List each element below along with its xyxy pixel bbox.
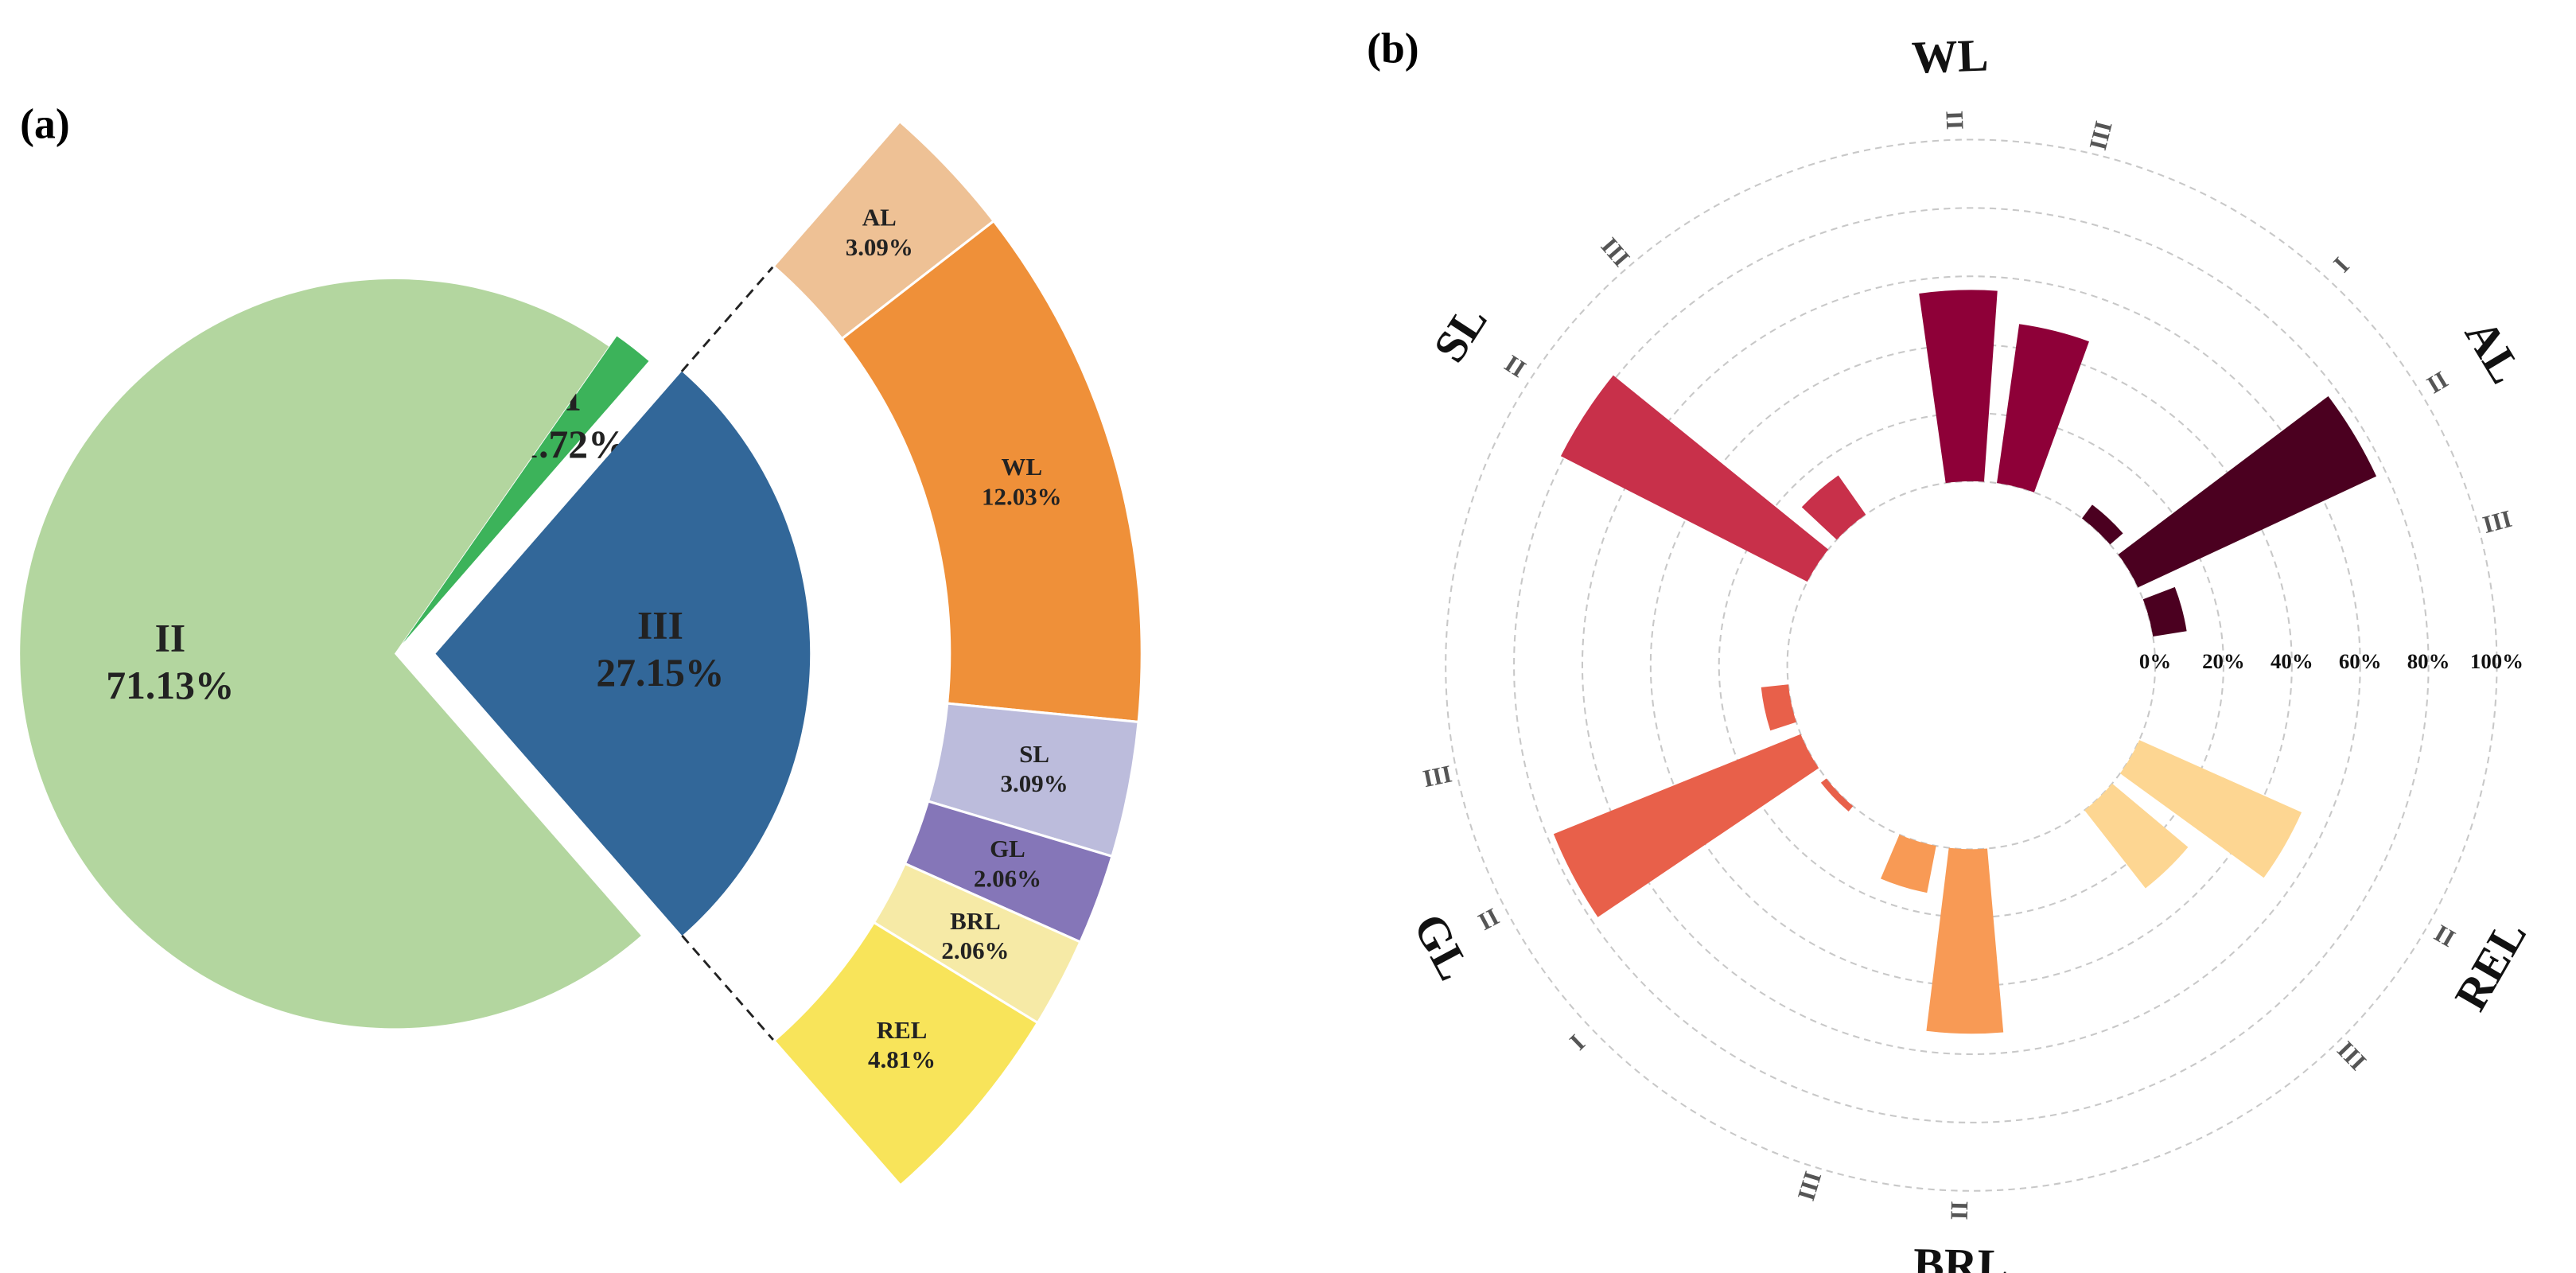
r-tick-label: 60% <box>2339 649 2382 673</box>
ring-label-value: 2.06% <box>941 936 1009 964</box>
ring-label-name: GL <box>990 835 1025 862</box>
polar-bar <box>1919 290 1998 484</box>
ring-label-name: REL <box>877 1016 928 1044</box>
level-label: I <box>2328 251 2355 278</box>
ring-label: WL 12.03% <box>982 453 1062 510</box>
panel-a-label: (a) <box>20 99 70 147</box>
group-label: AL <box>2455 310 2532 391</box>
pie-slice <box>403 336 649 644</box>
level-label: III <box>2084 118 2118 153</box>
ring-label-name: BRL <box>950 907 1001 935</box>
ring-label-value: 2.06% <box>974 864 1041 892</box>
ring-label-value: 4.81% <box>868 1045 936 1073</box>
r-tick-label: 0% <box>2139 649 2171 673</box>
pie-label-name: III <box>637 604 683 648</box>
ring-label: BRL 2.06% <box>941 907 1009 964</box>
polar-bar <box>1761 684 1796 731</box>
polar-bar <box>1926 847 2004 1034</box>
ring-label-name: WL <box>1002 453 1043 481</box>
level-label: III <box>2480 504 2515 539</box>
ring-segment <box>772 921 1040 1188</box>
level-label: II <box>1945 1201 1973 1220</box>
group-label: BRL <box>1913 1238 2009 1273</box>
level-label: II <box>2422 365 2453 399</box>
polar-bar <box>1820 778 1854 812</box>
ring-label: GL 2.06% <box>974 835 1041 892</box>
polar-bar <box>2118 395 2377 588</box>
level-label: III <box>1792 1168 1827 1204</box>
group-label: SL <box>1423 296 1497 372</box>
polar-bar <box>2081 504 2123 545</box>
polar-bar <box>1997 324 2089 492</box>
level-label: II <box>1940 110 1969 130</box>
connector <box>681 935 775 1042</box>
r-tick-label: 80% <box>2407 649 2450 673</box>
connector <box>680 265 775 372</box>
grid-circle <box>1445 138 2498 1192</box>
ring-label-name: SL <box>1019 740 1049 768</box>
polar-bar <box>1881 834 1936 893</box>
grid-circle <box>1581 275 2361 1056</box>
ring-label-value: 3.09% <box>846 233 913 261</box>
level-label: II <box>1473 902 1504 936</box>
ring-label: REL 4.81% <box>868 1016 936 1073</box>
level-label: I <box>1564 1029 1590 1056</box>
ring-label: SL 3.09% <box>1001 740 1068 797</box>
ring-label-name: AL <box>862 204 897 232</box>
group-label: WL <box>1911 29 1990 83</box>
polar-bar <box>1553 734 1819 917</box>
pie-label-name: II <box>155 617 186 660</box>
pie-slice <box>20 278 641 1029</box>
group-label: GL <box>1403 905 1481 988</box>
polar-bar <box>2084 783 2189 889</box>
polar-bar <box>1560 375 1829 582</box>
polar-bar <box>1801 475 1866 540</box>
level-label: III <box>1420 759 1454 792</box>
grid-circle <box>1513 207 2430 1123</box>
level-label: II <box>1500 349 1531 383</box>
panel-b-label: (b) <box>1367 24 1419 72</box>
r-tick-label: 100% <box>2470 649 2523 673</box>
r-tick-label: 20% <box>2202 649 2245 673</box>
r-tick-label: 40% <box>2271 649 2313 673</box>
pie-label-value: 27.15% <box>596 652 724 695</box>
level-label: II <box>2430 919 2460 952</box>
ring-label-value: 3.09% <box>1001 769 1068 797</box>
polar-bar <box>2142 586 2187 636</box>
pie-label: III 27.15% <box>596 604 724 695</box>
ring-label-value: 12.03% <box>982 482 1062 510</box>
pie-slice <box>435 371 811 936</box>
pie-label: II 71.13% <box>106 617 234 707</box>
pie-label-value: 71.13% <box>106 664 234 707</box>
ring-label: AL 3.09% <box>846 204 913 261</box>
grid-circle <box>1786 480 2157 851</box>
polar-bar <box>2119 740 2302 878</box>
